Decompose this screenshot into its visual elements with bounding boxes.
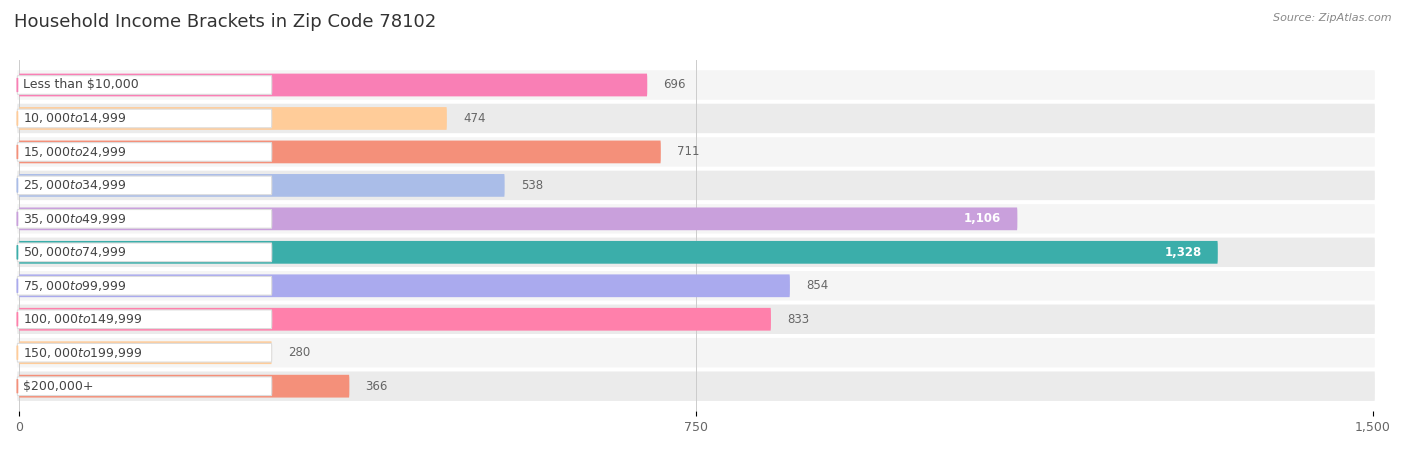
Text: Household Income Brackets in Zip Code 78102: Household Income Brackets in Zip Code 78… <box>14 13 436 31</box>
FancyBboxPatch shape <box>20 341 271 364</box>
Text: $15,000 to $24,999: $15,000 to $24,999 <box>22 145 127 159</box>
Text: $50,000 to $74,999: $50,000 to $74,999 <box>22 245 127 260</box>
FancyBboxPatch shape <box>17 137 1375 167</box>
Text: 1,328: 1,328 <box>1164 246 1202 259</box>
FancyBboxPatch shape <box>20 74 647 97</box>
Text: $150,000 to $199,999: $150,000 to $199,999 <box>22 346 142 360</box>
FancyBboxPatch shape <box>17 171 1375 200</box>
Text: 833: 833 <box>787 313 810 326</box>
Text: 280: 280 <box>288 346 311 359</box>
FancyBboxPatch shape <box>17 343 271 362</box>
FancyBboxPatch shape <box>17 143 271 161</box>
Text: 854: 854 <box>806 279 828 292</box>
FancyBboxPatch shape <box>20 274 790 297</box>
FancyBboxPatch shape <box>17 377 271 396</box>
FancyBboxPatch shape <box>17 76 271 94</box>
Text: $200,000+: $200,000+ <box>22 380 94 393</box>
Text: 696: 696 <box>664 79 686 92</box>
FancyBboxPatch shape <box>20 141 661 163</box>
Text: $100,000 to $149,999: $100,000 to $149,999 <box>22 312 142 326</box>
Text: $25,000 to $34,999: $25,000 to $34,999 <box>22 178 127 192</box>
FancyBboxPatch shape <box>17 243 271 262</box>
Text: 1,106: 1,106 <box>965 212 1001 225</box>
FancyBboxPatch shape <box>17 109 271 128</box>
Text: $75,000 to $99,999: $75,000 to $99,999 <box>22 279 127 293</box>
Text: $10,000 to $14,999: $10,000 to $14,999 <box>22 111 127 125</box>
Text: Source: ZipAtlas.com: Source: ZipAtlas.com <box>1274 13 1392 23</box>
Text: $35,000 to $49,999: $35,000 to $49,999 <box>22 212 127 226</box>
FancyBboxPatch shape <box>17 277 271 295</box>
FancyBboxPatch shape <box>17 338 1375 367</box>
Text: 711: 711 <box>678 145 700 158</box>
Text: 538: 538 <box>520 179 543 192</box>
FancyBboxPatch shape <box>17 210 271 228</box>
FancyBboxPatch shape <box>20 241 1218 264</box>
FancyBboxPatch shape <box>20 308 770 330</box>
Text: 474: 474 <box>463 112 485 125</box>
Text: 366: 366 <box>366 380 388 393</box>
FancyBboxPatch shape <box>17 271 1375 300</box>
FancyBboxPatch shape <box>17 371 1375 401</box>
FancyBboxPatch shape <box>17 104 1375 133</box>
FancyBboxPatch shape <box>20 375 350 397</box>
FancyBboxPatch shape <box>20 207 1018 230</box>
FancyBboxPatch shape <box>17 176 271 195</box>
FancyBboxPatch shape <box>17 304 1375 334</box>
FancyBboxPatch shape <box>17 310 271 329</box>
FancyBboxPatch shape <box>17 238 1375 267</box>
FancyBboxPatch shape <box>20 107 447 130</box>
Text: Less than $10,000: Less than $10,000 <box>22 79 139 92</box>
FancyBboxPatch shape <box>17 204 1375 233</box>
FancyBboxPatch shape <box>17 70 1375 100</box>
FancyBboxPatch shape <box>20 174 505 197</box>
